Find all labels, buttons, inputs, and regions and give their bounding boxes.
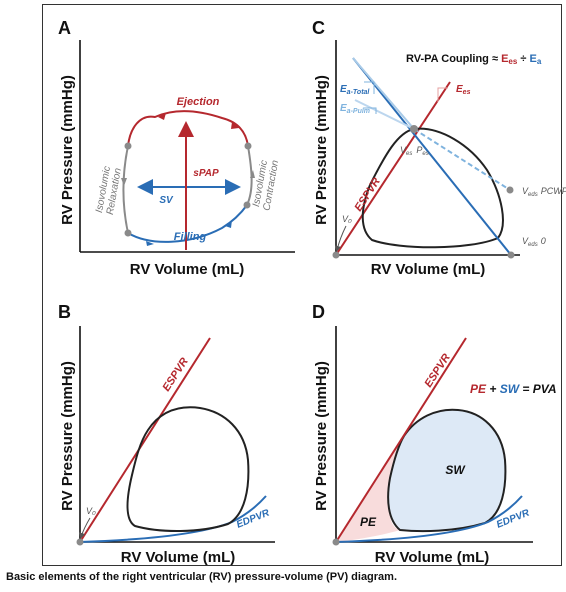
panel-a-ejection-label: Ejection (177, 96, 220, 108)
panel-b-letter: B (58, 302, 71, 322)
panel-c-ees-triangle (437, 87, 448, 102)
panel-a-arrow-ejection-1 (158, 113, 166, 120)
panel-a-dot-es (244, 142, 252, 150)
panel-a-filling-label: Filling (174, 231, 207, 243)
panel-c-ea-pulm-label: Ea-Pulm (340, 103, 370, 115)
panel-c-title-ees: E (501, 53, 508, 65)
panel-d-sw-label: SW (445, 463, 466, 477)
panel-a-arrow-filling-1 (146, 241, 154, 246)
panel-c-title-ea: E (529, 53, 536, 65)
panel-d-pe-label: PE (360, 515, 377, 529)
panel-a-xlabel: RV Volume (mL) (130, 261, 244, 278)
panel-c-v0-pointer (335, 225, 347, 252)
panel-c-ved-0-v: V (522, 236, 529, 246)
panel-a-relaxation-curve (122, 145, 129, 234)
panel-d: D RV Pressure (mmHg) RV Volume (mL) ESPV… (312, 302, 557, 566)
panel-c-ea-pulm-line (413, 128, 511, 191)
panel-a-dot-filling-start (124, 229, 132, 237)
panel-b-ylabel: RV Pressure (mmHg) (59, 361, 76, 511)
panel-a-filling-curve (127, 204, 248, 243)
panel-c-ees-e: E (456, 84, 463, 95)
panel-b-dot-v0 (76, 538, 84, 546)
panel-c-dot-v0 (332, 251, 340, 259)
panel-c-ves-v: V (400, 145, 407, 155)
panel-a-arrow-ejection-2 (231, 122, 239, 129)
panel-c-ves-pes-label: Ves Pes (400, 145, 429, 157)
panel-a-letter: A (58, 18, 71, 38)
panel-c-ved-0-p: 0 (541, 236, 546, 246)
panel-c-ees-label: Ees (456, 84, 471, 96)
panel-a-spap-label: sPAP (193, 168, 219, 179)
panel-a: A RV Pressure (mmHg) RV Volume (mL) Ejec… (58, 18, 295, 278)
panel-b-v0-label: V₀ (86, 506, 96, 516)
panel-c-ea-pulm-triangle (364, 107, 377, 114)
panel-c-title-div: ÷ (517, 53, 529, 65)
panel-c-ved-0-label: Veds 0 (522, 236, 546, 248)
panel-c-letter: C (312, 18, 325, 38)
figure-frame (42, 4, 562, 566)
panel-c-title-ea-sub: a (537, 57, 542, 66)
panel-c-ea-total-line (352, 57, 512, 256)
panel-c-dot-pcwp (506, 186, 514, 194)
panel-a-ylabel: RV Pressure (mmHg) (59, 75, 76, 225)
panel-a-relaxation-label: Isovolumic Relaxation (94, 165, 124, 215)
panel-a-arrow-relaxation (121, 178, 127, 186)
panel-b-espvr-line (79, 337, 211, 543)
panel-c-ea-total-sub: a-Total (347, 89, 371, 96)
panel-c-ylabel: RV Pressure (mmHg) (313, 75, 330, 225)
panel-d-eq-sw: SW (500, 382, 521, 396)
panel-d-equation: PE + SW = PVA (470, 382, 557, 396)
panel-c-ea-total-extension (352, 57, 415, 130)
panel-c-title-ees-sub: es (508, 57, 517, 66)
panel-a-contraction-curve (246, 145, 253, 206)
panel-c-ved-pcwp-p: PCWP (541, 186, 566, 196)
panel-d-edpvr-curve (335, 495, 523, 543)
panel-b-v0-pointer (79, 517, 91, 539)
panel-c-espvr-line (335, 81, 451, 256)
panel-c-dot-es (410, 125, 418, 133)
panel-c-pv-loop (361, 127, 504, 249)
panel-b-pv-loop (126, 406, 250, 532)
panel-d-espvr-line (335, 337, 467, 543)
panel-a-sv-label: SV (159, 195, 174, 206)
panel-c-ea-pulm-extension (354, 99, 415, 130)
panel-a-dot-ed (243, 201, 251, 209)
panel-c-ved-pcwp-label: Veds PCWP (522, 186, 566, 198)
panel-a-dot-ev (124, 142, 132, 150)
panel-d-edpvr-label: EDPVR (495, 507, 532, 530)
panel-c-ved-0-sub: eds (528, 242, 538, 248)
panel-d-dot-v0 (332, 538, 340, 546)
panel-c-ea-total-e: E (340, 84, 347, 95)
panel-c-ea-total-label: Ea-Total (340, 84, 370, 96)
panel-c-v0-label: V₀ (342, 214, 352, 224)
panel-d-eq-rest: = PVA (519, 382, 556, 396)
panel-c-ves-sub: es (406, 151, 412, 157)
panel-b: B RV Pressure (mmHg) RV Volume (mL) ESPV… (58, 302, 275, 566)
panel-c-ea-pulm-e: E (340, 103, 347, 114)
panel-c-dot-ved (507, 251, 515, 259)
panel-d-eq-plus: + (486, 382, 500, 396)
panel-d-ylabel: RV Pressure (mmHg) (313, 361, 330, 511)
panel-c-title: RV-PA Coupling ≈ Ees ÷ Ea (406, 53, 542, 66)
panel-c-ved-pcwp-v: V (522, 186, 529, 196)
panel-a-arrow-filling-2 (225, 220, 232, 228)
panel-d-xlabel: RV Volume (mL) (375, 549, 489, 566)
panel-c-title-prefix: RV-PA Coupling ≈ (406, 53, 501, 65)
panel-a-contraction-label: Isovolumic Contraction (251, 159, 281, 212)
figure-caption: Basic elements of the right ventricular … (6, 571, 398, 583)
panel-a-arrow-contraction (250, 170, 255, 178)
panel-d-eq-pe: PE (470, 382, 487, 396)
panel-a-ejection-curve (127, 110, 249, 147)
panel-c-ea-total-triangle (364, 81, 375, 94)
panel-c-ea-pulm-sub: a-Pulm (347, 108, 370, 115)
panel-c-ved-pcwp-sub: eds (528, 192, 538, 198)
panel-c-ees-sub: es (463, 89, 471, 96)
panel-d-letter: D (312, 302, 325, 322)
panel-c-pes-p: P (416, 145, 422, 155)
panel-c-pes-sub: es (422, 151, 428, 157)
panel-c-xlabel: RV Volume (mL) (371, 261, 485, 278)
panel-c: C RV Pressure (mmHg) RV Volume (mL) RV-P… (312, 18, 566, 278)
panel-b-xlabel: RV Volume (mL) (121, 549, 235, 566)
